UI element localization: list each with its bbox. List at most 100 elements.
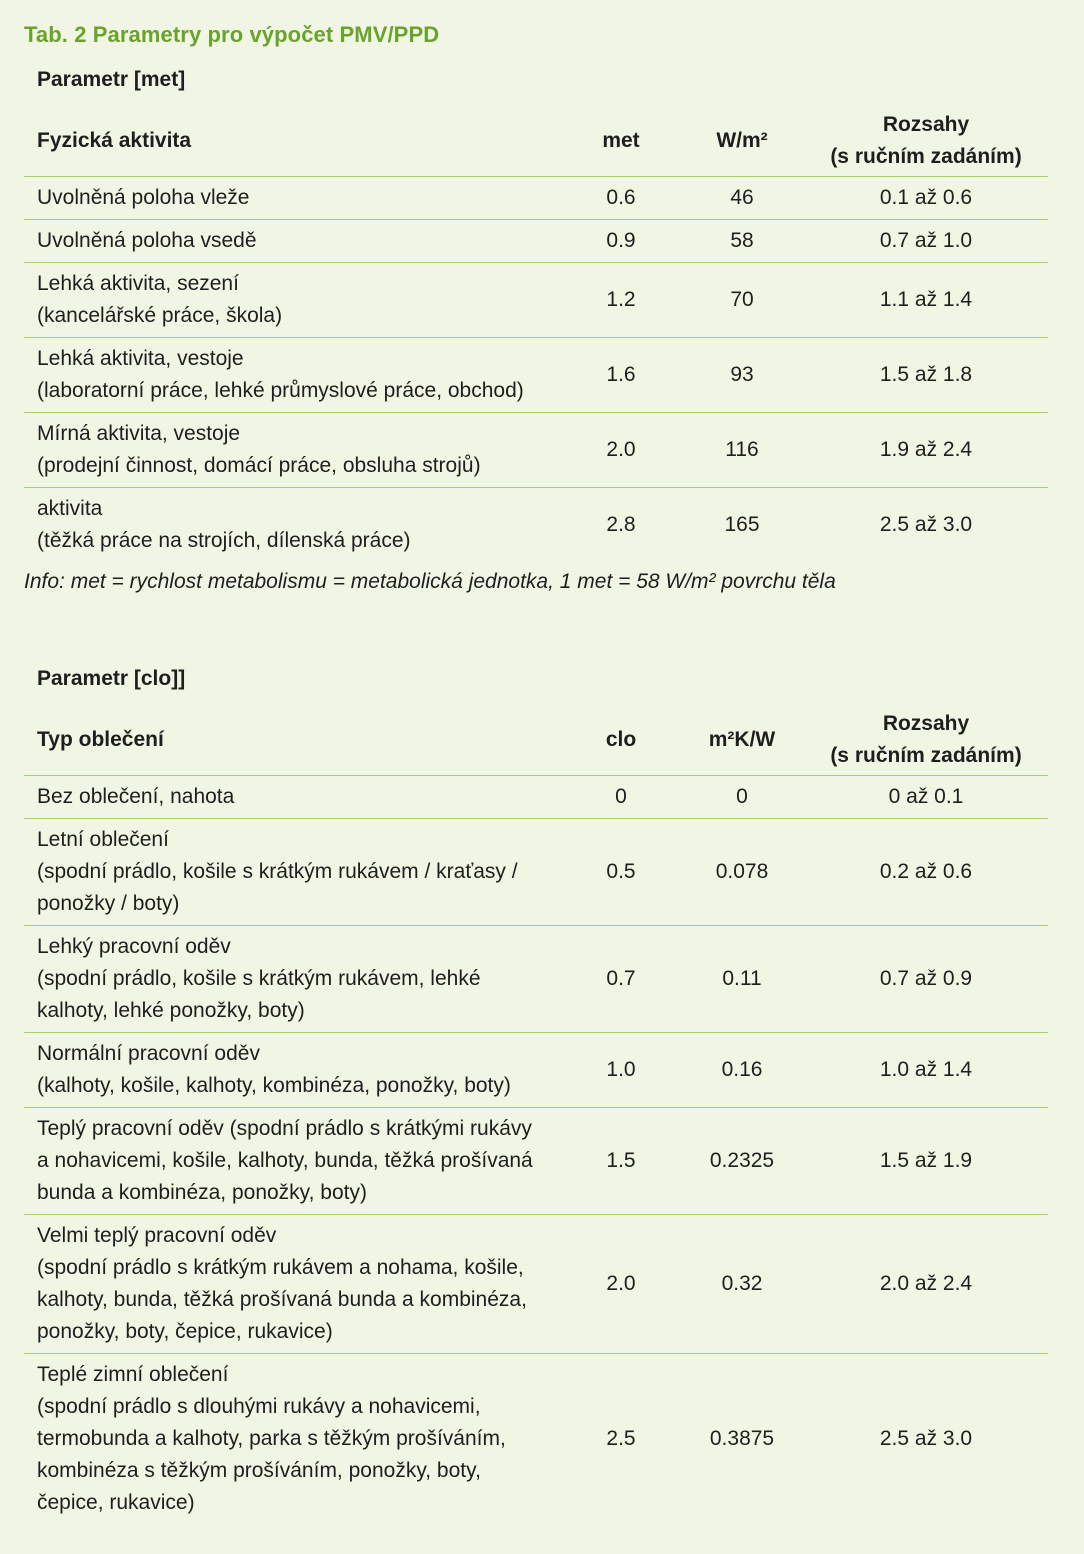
clo-header-row: Typ oblečení clo m²K/W Rozsahy (s ručním… — [24, 705, 1048, 776]
activity-cell: Mírná aktivita, vestoje (prodejní činnos… — [24, 412, 562, 488]
activity-detail: (laboratorní práce, lehké průmyslové prá… — [37, 379, 524, 402]
table-row: aktivita (těžká práce na strojích, dílen… — [24, 488, 1048, 563]
met-cell: 1.2 — [562, 262, 680, 338]
table-row: Normální pracovní oděv (kalhoty, košile,… — [24, 1032, 1048, 1108]
activity-name: Uvolněná poloha vleže — [37, 186, 250, 209]
activity-detail: (těžká práce na strojích, dílenská práce… — [37, 529, 411, 552]
met-cell: 2.0 — [562, 412, 680, 488]
clothing-cell: Velmi teplý pracovní oděv (spodní prádlo… — [24, 1214, 562, 1354]
met-cell: 1.6 — [562, 337, 680, 413]
m2kw-cell: 0.3875 — [709, 1427, 775, 1450]
range-cell: 1.1 až 1.4 — [804, 262, 1048, 338]
clothing-line: bunda a kombinéza, ponožky, boty) — [37, 1181, 367, 1204]
clothing-line: Lehký pracovní oděv — [37, 935, 231, 958]
met-cell: 0.9 — [562, 219, 680, 263]
header-range: Rozsahy (s ručním zadáním) — [804, 106, 1048, 177]
clothing-line: kalhoty, lehké ponožky, boty) — [37, 999, 305, 1022]
range-cell: 1.9 až 2.4 — [804, 412, 1048, 488]
header-clothing-type: Typ oblečení — [24, 705, 562, 776]
clothing-cell: Bez oblečení, nahota — [24, 775, 562, 819]
table-row: Letní oblečení (spodní prádlo, košile s … — [24, 818, 1048, 926]
clothing-cell: Letní oblečení (spodní prádlo, košile s … — [24, 818, 562, 926]
header-wm2: W/m² — [680, 106, 804, 177]
table-row: Velmi teplý pracovní oděv (spodní prádlo… — [24, 1214, 1048, 1354]
met-table: Fyzická aktivita met W/m² Rozsahy (s ruč… — [24, 106, 1048, 562]
clo-table: Typ oblečení clo m²K/W Rozsahy (s ručním… — [24, 705, 1048, 1524]
clo-cell: 0.5 — [562, 818, 680, 926]
clothing-line: (spodní prádlo s krátkým rukávem a noham… — [37, 1256, 524, 1279]
activity-name: Lehká aktivita, vestoje — [37, 347, 244, 370]
header-range-line2: (s ručním zadáním) — [830, 744, 1022, 767]
m2kw-cell: 0.2325 — [680, 1107, 804, 1215]
activity-cell: Lehká aktivita, vestoje (laboratorní prá… — [24, 337, 562, 413]
clothing-line: (spodní prádlo, košile s krátkým rukávem… — [37, 967, 481, 990]
wm2-cell: 116 — [680, 412, 804, 488]
clothing-line: Letní oblečení — [37, 828, 169, 851]
activity-name: aktivita — [37, 497, 103, 520]
range-cell: 0.7 až 0.9 — [804, 925, 1048, 1033]
range-cell: 2.5 až 3.0 — [879, 1427, 973, 1450]
activity-cell: aktivita (těžká práce na strojích, dílen… — [24, 488, 562, 563]
clothing-line: Normální pracovní oděv — [37, 1042, 260, 1065]
table-row: Lehký pracovní oděv (spodní prádlo, koši… — [24, 925, 1048, 1033]
table-row: Teplé zimní oblečení (spodní prádlo s dl… — [24, 1354, 1048, 1525]
table-row: Uvolněná poloha vleže 0.6 46 0.1 až 0.6 — [24, 176, 1048, 220]
activity-cell: Uvolněná poloha vleže — [24, 176, 562, 220]
clothing-line: ponožky, boty, čepice, rukavice) — [37, 1320, 333, 1343]
wm2-cell: 70 — [680, 262, 804, 338]
activity-name: Lehká aktivita, sezení — [37, 272, 239, 295]
clothing-line: termobunda a kalhoty, parka s těžkým pro… — [37, 1427, 506, 1450]
met-header-row: Fyzická aktivita met W/m² Rozsahy (s ruč… — [24, 106, 1048, 177]
clothing-line: (spodní prádlo s dlouhými rukávy a nohav… — [37, 1395, 481, 1418]
activity-name: Uvolněná poloha vsedě — [37, 229, 257, 252]
clothing-line: Bez oblečení, nahota — [37, 785, 235, 808]
activity-detail: (prodejní činnost, domácí práce, obsluha… — [37, 454, 481, 477]
clothing-cell: Teplé zimní oblečení (spodní prádlo s dl… — [24, 1354, 562, 1525]
m2kw-cell: 0.16 — [680, 1032, 804, 1108]
m2kw-cell: 0 — [680, 775, 804, 819]
clothing-line: (spodní prádlo, košile s krátkým rukávem… — [37, 860, 518, 883]
range-cell: 1.5 až 1.9 — [804, 1107, 1048, 1215]
wm2-cell: 58 — [680, 219, 804, 263]
clothing-cell: Lehký pracovní oděv (spodní prádlo, koši… — [24, 925, 562, 1033]
clo-cell: 2.0 — [562, 1214, 680, 1354]
clothing-line: Teplé zimní oblečení — [37, 1363, 229, 1386]
m2kw-cell: 0.11 — [680, 925, 804, 1033]
clo-cell: 2.5 — [606, 1427, 636, 1450]
header-range-line1: Rozsahy — [882, 113, 970, 136]
header-range-line1: Rozsahy — [882, 712, 970, 735]
wm2-cell: 93 — [680, 337, 804, 413]
met-cell: 2.8 — [606, 513, 636, 536]
clo-cell: 1.5 — [562, 1107, 680, 1215]
clothing-line: ponožky / boty) — [37, 892, 180, 915]
clothing-line: kombinéza s těžkým prošíváním, ponožky, … — [37, 1459, 481, 1482]
clothing-line: čepice, rukavice) — [37, 1491, 195, 1514]
range-cell: 1.5 až 1.8 — [804, 337, 1048, 413]
header-range: Rozsahy (s ručním zadáním) — [804, 705, 1048, 776]
clothing-cell: Teplý pracovní oděv (spodní prádlo s krá… — [24, 1107, 562, 1215]
clothing-line: (kalhoty, košile, kalhoty, kombinéza, po… — [37, 1074, 511, 1097]
table-row: Lehká aktivita, vestoje (laboratorní prá… — [24, 337, 1048, 413]
wm2-cell: 46 — [680, 176, 804, 220]
range-cell: 0.2 až 0.6 — [804, 818, 1048, 926]
range-cell: 2.0 až 2.4 — [804, 1214, 1048, 1354]
clothing-line: Velmi teplý pracovní oděv — [37, 1224, 277, 1247]
clothing-line: kalhoty, bunda, těžká prošívaná bunda a … — [37, 1288, 527, 1311]
table-row: Mírná aktivita, vestoje (prodejní činnos… — [24, 412, 1048, 488]
activity-cell: Lehká aktivita, sezení (kancelářské prác… — [24, 262, 562, 338]
clothing-cell: Normální pracovní oděv (kalhoty, košile,… — [24, 1032, 562, 1108]
met-section-label: Parametr [met] — [37, 68, 186, 91]
table-row: Uvolněná poloha vsedě 0.9 58 0.7 až 1.0 — [24, 219, 1048, 263]
range-cell: 1.0 až 1.4 — [804, 1032, 1048, 1108]
table-row: Lehká aktivita, sezení (kancelářské prác… — [24, 262, 1048, 338]
activity-name: Mírná aktivita, vestoje — [37, 422, 241, 445]
range-cell: 2.5 až 3.0 — [879, 513, 973, 536]
table-row: Bez oblečení, nahota 0 0 0 až 0.1 — [24, 775, 1048, 819]
header-met: met — [562, 106, 680, 177]
clothing-line: a nohavicemi, košile, kalhoty, bunda, tě… — [37, 1149, 533, 1172]
header-activity: Fyzická aktivita — [24, 106, 562, 177]
m2kw-cell: 0.078 — [680, 818, 804, 926]
header-range-line2: (s ručním zadáním) — [830, 145, 1022, 168]
header-m2kw: m²K/W — [680, 705, 804, 776]
